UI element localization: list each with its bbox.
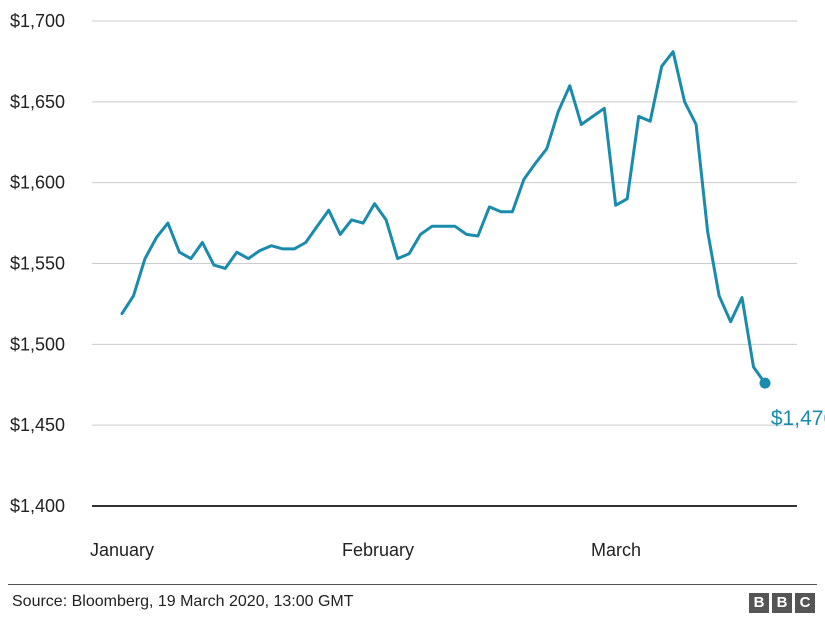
- x-month-label: March: [591, 540, 641, 560]
- logo-letter-b2: B: [772, 593, 792, 613]
- y-tick-label: $1,400: [10, 496, 65, 516]
- y-tick-label: $1,450: [10, 415, 65, 435]
- x-month-label: February: [342, 540, 414, 560]
- end-point-marker: [759, 377, 771, 389]
- gridlines: [92, 20, 797, 507]
- source-note: Source: Bloomberg, 19 March 2020, 13:00 …: [12, 593, 354, 610]
- series-layer: $1,476: [120, 50, 825, 430]
- end-value-label: $1,476: [771, 407, 825, 430]
- y-tick-label: $1,550: [10, 254, 65, 274]
- bbc-logo: B B C: [749, 593, 815, 613]
- y-tick-label: $1,650: [10, 92, 65, 112]
- x-month-label: January: [90, 540, 154, 560]
- y-axis-tick-labels: $1,700 $1,650 $1,600 $1,550 $1,500 $1,450 $1,4…: [10, 11, 65, 516]
- footer-divider: [8, 584, 817, 585]
- price-line: [120, 50, 767, 385]
- y-tick-label: $1,500: [10, 334, 65, 354]
- footer: Source: Bloomberg, 19 March 2020, 13:00 …: [0, 584, 825, 630]
- logo-letter-c: C: [795, 593, 815, 613]
- y-tick-label: $1,700: [10, 11, 65, 31]
- x-axis-labels: January February March: [90, 540, 641, 560]
- logo-letter-b1: B: [749, 593, 769, 613]
- line-chart: $1,700 $1,650 $1,600 $1,550 $1,500 $1,450 $1,4…: [10, 11, 825, 560]
- y-tick-label: $1,600: [10, 173, 65, 193]
